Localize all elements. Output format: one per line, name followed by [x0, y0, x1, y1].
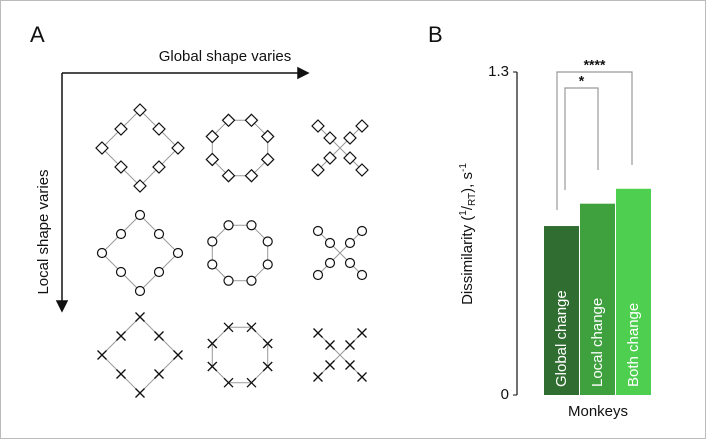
circle-element: [326, 259, 335, 268]
connector: [102, 215, 178, 291]
bar-label: Global change: [553, 290, 570, 387]
arrows: [57, 68, 308, 311]
arrow-head: [57, 301, 67, 311]
y-axis-label: Local shape varies: [35, 169, 52, 294]
connector: [212, 327, 267, 382]
significance-label: *: [579, 73, 585, 89]
y-axis-label: Dissimilarity (1/RT), s-1: [458, 163, 478, 305]
significance-bracket: [565, 88, 598, 190]
circle-element: [224, 276, 233, 285]
page: {"panel_a": {"label": "A", "x_axis_label…: [0, 0, 706, 439]
y-axis-label-part: ), s: [459, 172, 476, 193]
circle-element: [174, 249, 183, 258]
connector: [102, 110, 178, 186]
connector: [102, 317, 178, 393]
circle-element: [224, 221, 233, 230]
circle-element: [314, 271, 323, 280]
connector: [212, 120, 267, 175]
y-tick-label: 1.3: [488, 63, 509, 80]
y-axis-label-part: -1: [458, 163, 469, 172]
circle-element: [155, 230, 164, 239]
arrow-head: [298, 68, 308, 78]
y-axis-label-part: RT: [467, 193, 478, 206]
circle-element: [346, 239, 355, 248]
circle-element: [117, 268, 126, 277]
x-axis-label: Monkeys: [568, 403, 628, 420]
circle-element: [326, 239, 335, 248]
circle-element: [358, 271, 367, 280]
x-axis-label: Global shape varies: [159, 48, 292, 65]
circle-element: [98, 249, 107, 258]
circle-element: [346, 259, 355, 268]
y-tick-label: 0: [501, 386, 509, 403]
circle-element: [263, 260, 272, 269]
circle-element: [247, 221, 256, 230]
circle-element: [155, 268, 164, 277]
connector: [212, 225, 267, 280]
circle-element: [247, 276, 256, 285]
circle-element: [208, 237, 217, 246]
significance-label: ****: [584, 57, 606, 73]
circle-element: [314, 227, 323, 236]
y-axis-label-part: Dissimilarity (: [459, 216, 476, 305]
circle-element: [136, 287, 145, 296]
figure: A Global shape varies Local shape varies…: [0, 0, 706, 439]
circle-element: [208, 260, 217, 269]
shape-grid: [96, 104, 368, 398]
circle-element: [358, 227, 367, 236]
bar-chart: 0 1.3 Global change Local change Both change…: [458, 57, 651, 420]
bar-label: Local change: [589, 298, 606, 387]
panel-label: B: [428, 22, 443, 47]
circle-element: [117, 230, 126, 239]
circle-element: [136, 211, 145, 220]
circle-element: [263, 237, 272, 246]
bar-label: Both change: [625, 303, 642, 387]
panel-label: A: [30, 22, 45, 47]
